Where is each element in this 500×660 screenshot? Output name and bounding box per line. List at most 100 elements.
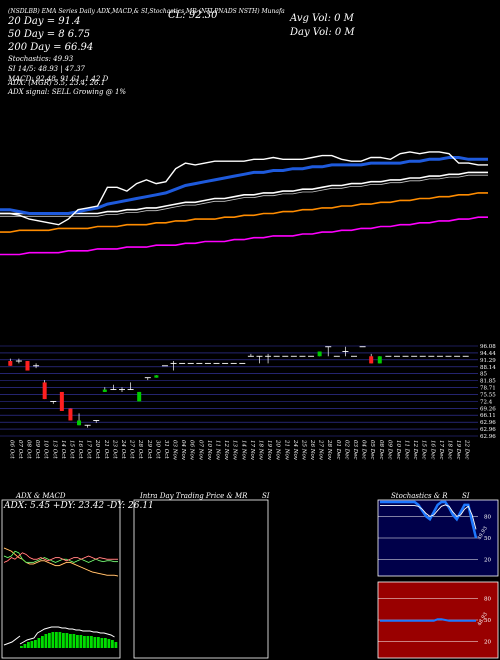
date-label: 26 Nov (309, 439, 315, 461)
series-50-day-band (0, 174, 488, 217)
date-label: 10 Dec (395, 440, 401, 460)
price-tick-label: 88.14 (480, 365, 496, 371)
ema200-label: 200 Day = 66.94 (8, 42, 94, 53)
date-label: 11 Dec (404, 440, 410, 460)
price-tick-label: 81.85 (480, 379, 496, 385)
adx-panel-title: ADX & MACD (16, 492, 66, 500)
candle-body (59, 391, 64, 411)
date-label: 10 Oct (43, 440, 49, 459)
date-label: 14 Oct (60, 440, 66, 459)
price-tick-label: 62.96 (480, 427, 496, 433)
date-label: 24 Nov (292, 439, 298, 461)
date-label: 16 Dec (429, 440, 435, 460)
price-tick-label: 78.71 (480, 386, 496, 392)
candle-body (42, 382, 47, 400)
candle-body (77, 420, 82, 426)
macd-hist-bar (69, 634, 72, 648)
stoch-d-line (380, 504, 477, 530)
candle-body (137, 391, 142, 402)
macd-hist-bar (111, 640, 114, 648)
date-label: 01 Dec (335, 440, 341, 460)
date-label: 21 Nov (283, 439, 289, 461)
adx-value-label: ADX: (MGR) 5.5, 23.4, 26.1 (8, 79, 106, 87)
date-label: 24 Oct (120, 439, 126, 459)
macd-hist-bar (72, 634, 76, 648)
si-tick-label: 20 (484, 640, 491, 646)
date-label: 17 Dec (438, 440, 444, 460)
series-20-day (0, 156, 488, 215)
stoch-tick-label: 50 (484, 536, 491, 542)
avg-vol-label: Avg Vol: 0 M (290, 13, 354, 24)
date-label: 02 Dec (343, 440, 349, 460)
date-label: 18 Nov (257, 440, 263, 461)
macd-hist-bar (114, 642, 118, 648)
macd-hist-bar (86, 636, 90, 648)
macd-hist-bar (93, 637, 97, 648)
macd-hist-bar (37, 638, 41, 648)
date-label: 19 Dec (455, 440, 461, 460)
series-100-day (0, 192, 488, 233)
date-label: 10 Nov (206, 440, 212, 461)
intraday-panel-title-right: SI (262, 492, 270, 500)
date-label: 06 Oct (8, 440, 14, 459)
macd-hist-bar (83, 636, 86, 648)
macd-hist-bar (65, 633, 69, 648)
price-tick-label: 66.11 (480, 413, 496, 419)
date-label: 19 Nov (266, 440, 272, 461)
price-tick-label: 72.4 (480, 399, 493, 405)
date-label: 13 Oct (51, 440, 57, 459)
price-tick-label: 94.44 (480, 351, 496, 357)
date-label: 08 Dec (378, 440, 384, 460)
macd-hist-bar (90, 636, 93, 648)
intraday-panel-title: Intra Day Trading Price & MR (140, 492, 248, 500)
macd-hist-bar (55, 632, 58, 648)
macd-hist-bar (51, 632, 55, 648)
adx-series-outline (3, 552, 118, 563)
series-cl (0, 151, 488, 226)
ema20-label: 20 Day = 91.4 (8, 16, 81, 27)
price-tick-label: 85 (480, 372, 487, 378)
stoch-k-line (380, 500, 478, 539)
price-tick-label: 96.08 (480, 344, 496, 350)
date-label: 27 Nov (318, 439, 324, 461)
date-label: 05 Dec (369, 440, 375, 460)
date-label: 23 Oct (111, 439, 117, 459)
header-title: (NSDLBB) EMA Series Daily ADX,MACD,& SI,… (8, 8, 285, 15)
stoch-tick-label: 80 (484, 514, 491, 520)
date-label: 29 Oct (146, 439, 152, 459)
date-label: 14 Nov (240, 440, 246, 461)
macd-hist-bar (34, 640, 37, 648)
date-label: 20 Oct (94, 439, 100, 459)
candle-body (154, 375, 159, 378)
macd-hist-bar (58, 632, 62, 648)
macd-signal-line (3, 635, 21, 646)
date-label: 25 Nov (300, 439, 306, 461)
date-label: 22 Dec (464, 439, 470, 460)
stoch-label: Stochastics: 49.93 (8, 55, 74, 63)
adx-series-outline (3, 550, 118, 563)
date-label: 04 Dec (361, 440, 367, 460)
date-label: 03 Nov (172, 440, 178, 461)
price-tick-label: 69.26 (480, 406, 496, 412)
date-label: 16 Oct (77, 440, 83, 459)
macd-line (19, 626, 115, 645)
price-tick-label: 62.96 (480, 420, 496, 426)
candle-body (369, 356, 374, 364)
macd-label: MACD: 92.48, 91.61, 1.42 D (8, 75, 109, 83)
candle-body (8, 361, 13, 366)
intraday-panel-frame (133, 499, 269, 659)
date-label: 15 Dec (421, 440, 427, 460)
date-label: 28 Oct (137, 439, 143, 459)
date-label: 31 Oct (163, 440, 169, 459)
date-label: 12 Dec (412, 440, 418, 460)
date-label: 15 Oct (68, 440, 74, 459)
date-label: 17 Oct (86, 440, 92, 459)
date-label: 09 Oct (34, 440, 40, 459)
date-label: 04 Nov (180, 440, 186, 461)
date-label: 06 Nov (189, 440, 195, 461)
series-50-day (0, 171, 488, 215)
day-vol-label: Day Vol: 0 M (290, 27, 355, 38)
macd-hist-bar (62, 633, 65, 648)
date-label: 21 Oct (103, 439, 109, 459)
ema50-label: 50 Day = 8 6.75 (8, 29, 91, 40)
